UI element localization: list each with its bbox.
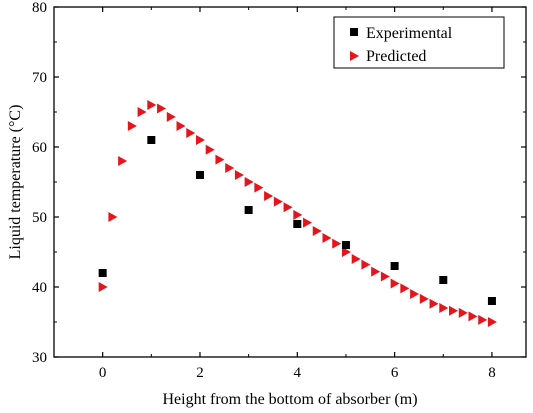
predicted-point — [361, 259, 371, 270]
predicted-point — [429, 298, 439, 309]
predicted-point — [439, 303, 449, 313]
predicted-point — [487, 317, 497, 327]
predicted-point — [458, 307, 468, 318]
predicted-point — [380, 271, 390, 282]
experimental-point — [341, 241, 350, 249]
experimental-point — [293, 220, 302, 228]
predicted-point — [410, 289, 420, 299]
predicted-point — [341, 247, 351, 257]
predicted-point — [205, 144, 215, 155]
experimental-point — [390, 262, 399, 270]
predicted-point — [127, 121, 137, 131]
predicted-point — [234, 170, 244, 180]
y-tick-label: 30 — [32, 350, 47, 366]
predicted-point — [176, 121, 186, 131]
tick-labels: 0 2 4 6 8 30 40 50 60 70 80 — [32, 0, 496, 381]
y-axis-title: Liquid temperature (°C) — [7, 105, 24, 260]
predicted-point — [98, 282, 108, 292]
predicted-point — [312, 226, 322, 236]
legend-box — [333, 16, 505, 69]
x-tick-label: 0 — [99, 365, 107, 381]
predicted-point — [273, 196, 283, 207]
y-tick-label: 80 — [32, 0, 47, 16]
predicted-point — [195, 135, 205, 145]
predicted-point — [157, 103, 167, 114]
x-axis-title: Height from the bottom of absorber (m) — [162, 391, 417, 408]
x-tick-label: 4 — [294, 365, 302, 381]
predicted-point — [419, 293, 429, 304]
x-tick-label: 2 — [196, 365, 204, 381]
legend-marker-experimental — [350, 28, 358, 36]
experimental-point — [98, 269, 107, 277]
predicted-point — [449, 305, 459, 316]
predicted-point — [400, 283, 410, 294]
legend: Experimental Predicted — [333, 16, 505, 69]
predicted-point — [118, 156, 128, 166]
predicted-point — [322, 233, 332, 243]
predicted-point — [186, 128, 196, 138]
legend-label-predicted: Predicted — [366, 48, 426, 65]
legend-marker-predicted — [350, 51, 359, 61]
y-tick-label: 40 — [32, 280, 47, 296]
predicted-point — [390, 278, 400, 289]
x-tick-label: 6 — [391, 365, 399, 381]
predicted-point — [283, 202, 293, 213]
experimental-point — [439, 276, 448, 284]
y-tick-label: 60 — [32, 140, 47, 156]
experimental-point — [244, 206, 253, 214]
predicted-point — [264, 191, 274, 201]
predicted-point — [244, 177, 254, 187]
y-tick-label: 50 — [32, 210, 47, 226]
predicted-point — [147, 100, 157, 110]
predicted-point — [293, 209, 303, 220]
predicted-point — [371, 266, 381, 277]
predicted-point — [332, 238, 342, 249]
data-markers — [98, 100, 497, 327]
predicted-point — [468, 311, 478, 322]
experimental-point — [487, 297, 496, 305]
experimental-point — [195, 171, 204, 179]
y-tick-label: 70 — [32, 70, 47, 86]
predicted-point — [303, 217, 313, 228]
predicted-point — [215, 154, 225, 165]
legend-label-experimental: Experimental — [366, 25, 453, 42]
predicted-point — [351, 254, 361, 264]
predicted-point — [108, 212, 118, 222]
x-tick-label: 8 — [488, 365, 496, 381]
predicted-point — [478, 314, 488, 325]
experimental-point — [147, 136, 156, 144]
axis-ticks — [54, 6, 526, 358]
predicted-point — [166, 111, 176, 122]
predicted-point — [137, 107, 147, 117]
predicted-point — [225, 163, 235, 173]
predicted-point — [254, 182, 264, 193]
